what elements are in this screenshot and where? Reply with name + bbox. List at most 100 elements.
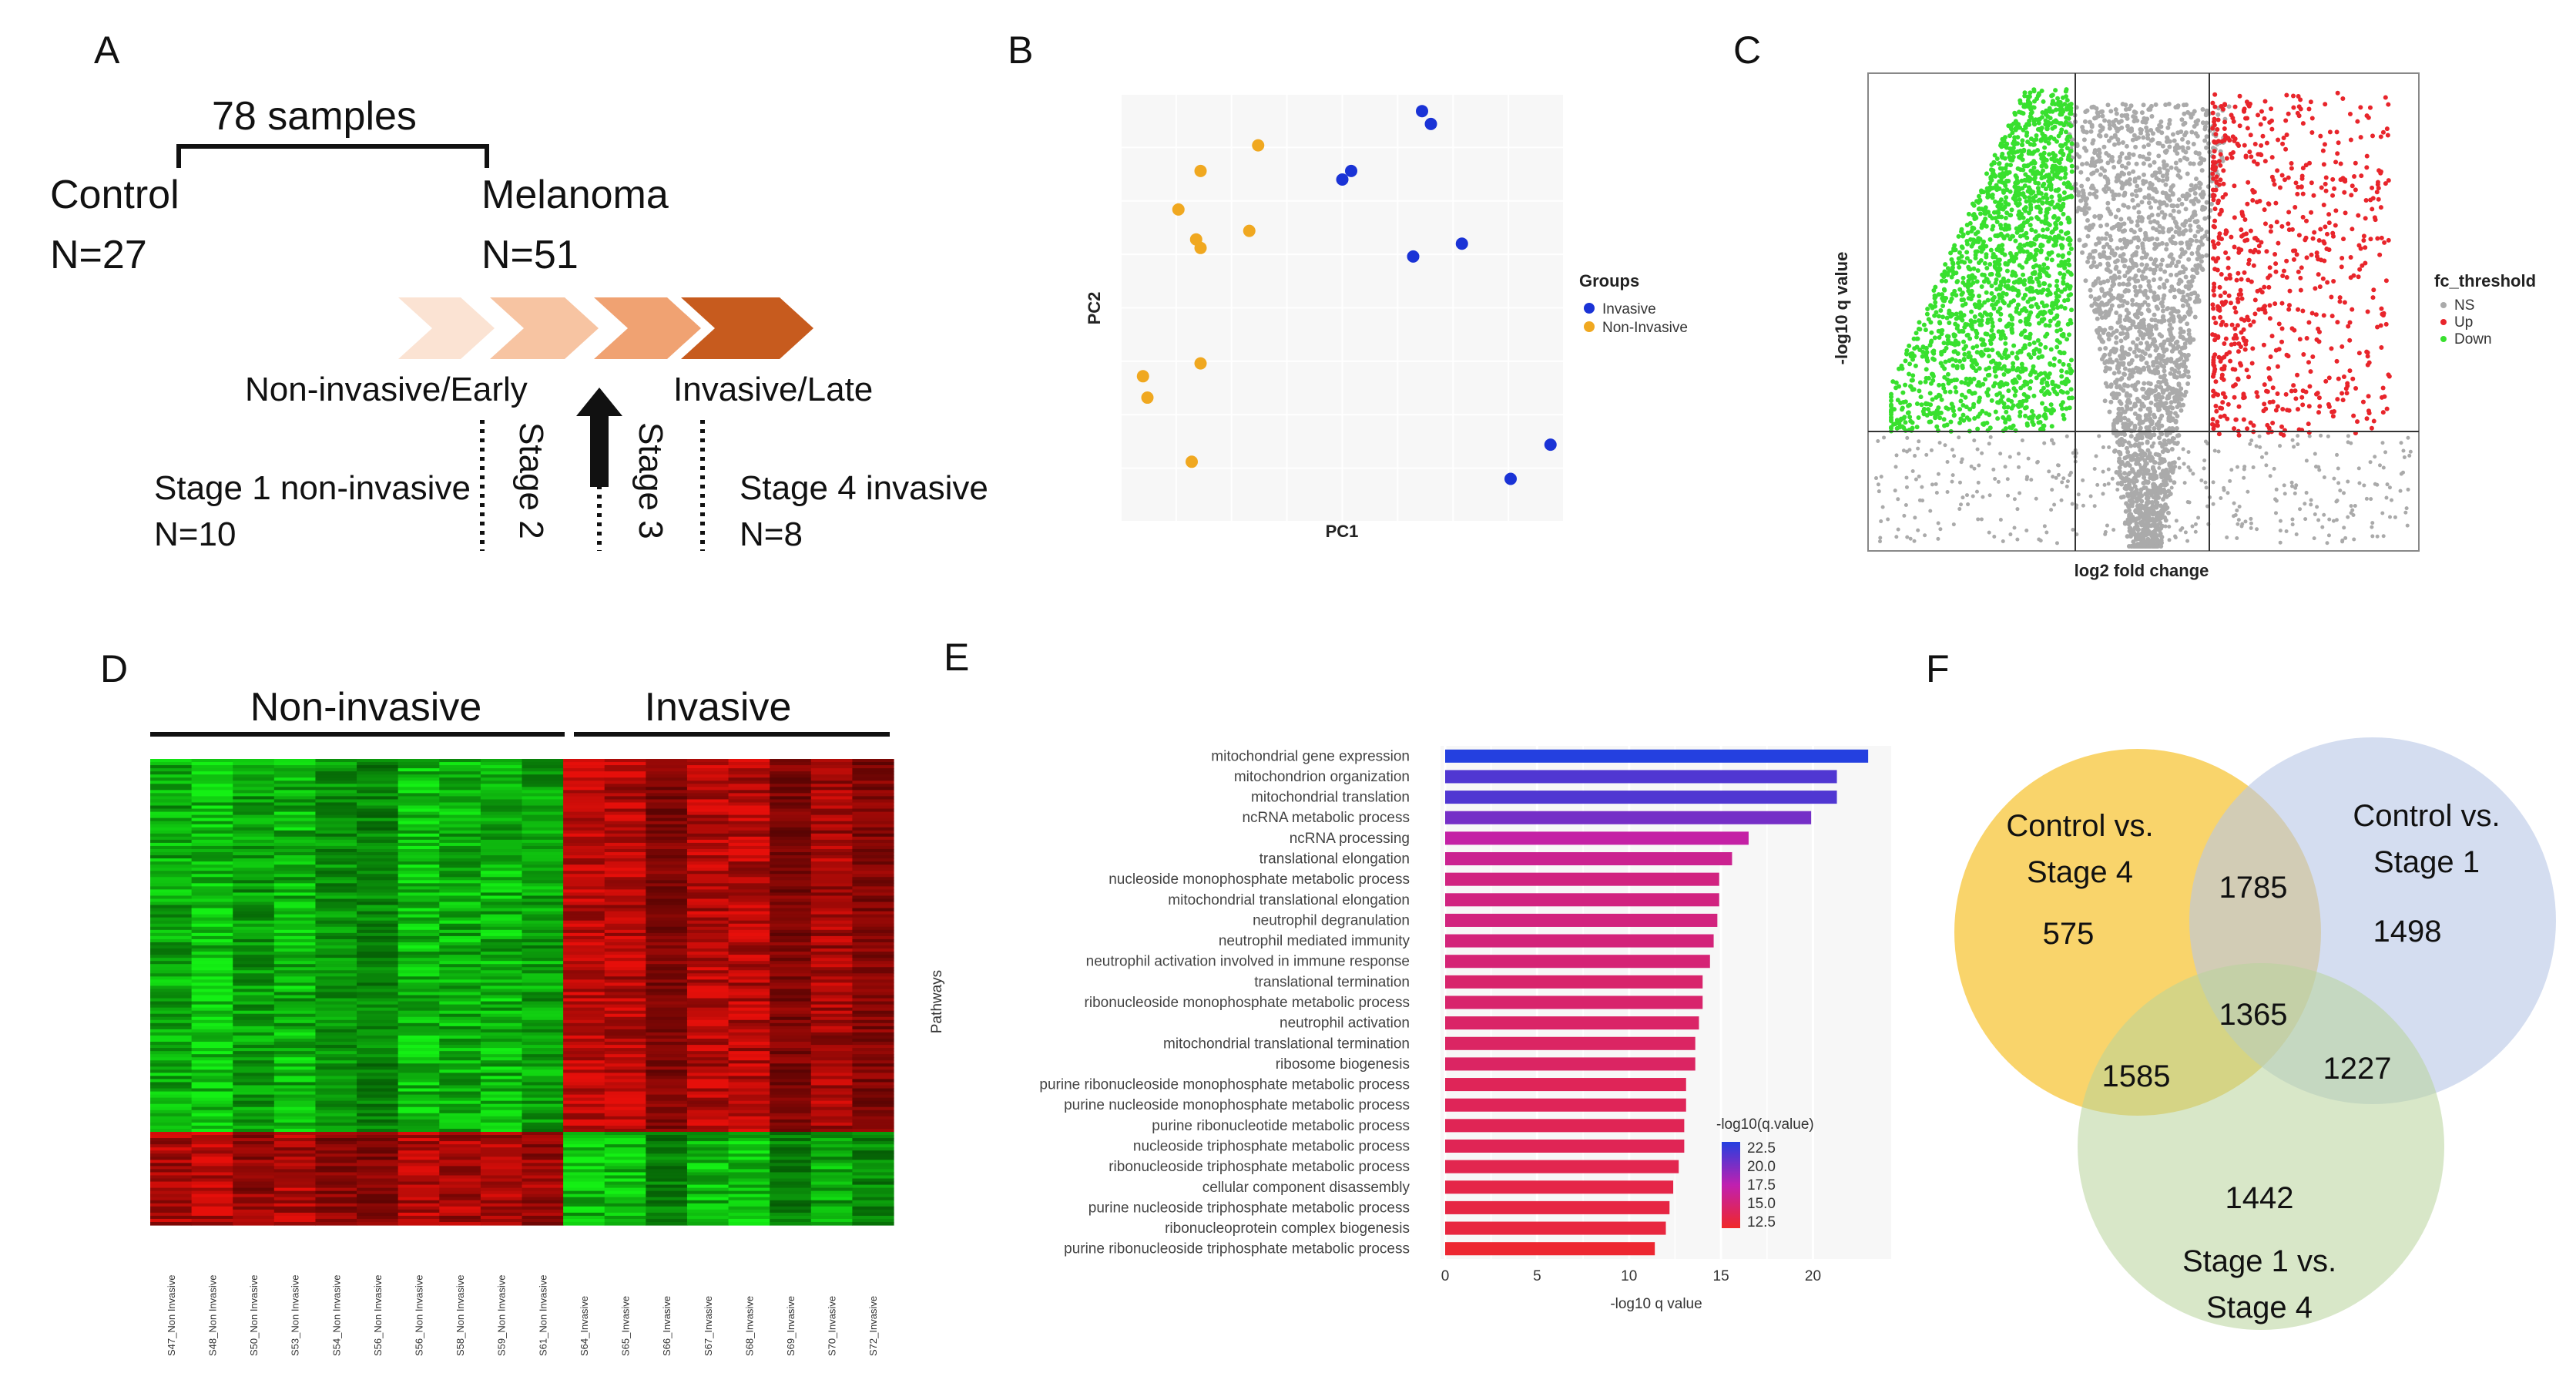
volcano-point-ns [2106, 153, 2111, 158]
volcano-point-ns [2125, 123, 2130, 129]
volcano-point-ns [2123, 106, 2128, 112]
volcano-point-ns [1877, 539, 1882, 544]
volcano-point-ns [2179, 136, 2185, 142]
volcano-point-ns [2159, 300, 2165, 305]
volcano-point-ns [2189, 183, 2194, 188]
volcano-point-ns [2158, 380, 2163, 385]
volcano-point-ns [2173, 340, 2179, 345]
volcano-point-ns [2142, 535, 2146, 540]
volcano-point-down [1964, 223, 1970, 228]
volcano-point-ns [2309, 502, 2313, 507]
volcano-point-ns [2121, 252, 2126, 257]
volcano-point-ns [1920, 499, 1925, 503]
volcano-point-up [2364, 416, 2370, 421]
volcano-point-ns [2141, 161, 2146, 166]
volcano-point-up [2282, 177, 2287, 183]
volcano-point-ns [2142, 512, 2146, 516]
volcano-point-up [2221, 168, 2226, 173]
volcano-point-down [2021, 220, 2027, 226]
volcano-point-down [2014, 230, 2020, 235]
volcano-point-down [2016, 245, 2021, 250]
volcano-point-ns [2121, 388, 2126, 393]
volcano-point-ns [2158, 374, 2163, 380]
volcano-point-up [2233, 310, 2239, 315]
volcano-point-ns [2174, 264, 2179, 269]
volcano-point-ns [2176, 381, 2182, 387]
volcano-point-ns [2151, 482, 2156, 487]
volcano-point-ns [2089, 124, 2095, 129]
volcano-point-ns [2142, 195, 2148, 200]
volcano-point-ns [2122, 264, 2127, 269]
volcano-point-ns [2101, 492, 2105, 496]
volcano-point-ns [1945, 460, 1950, 465]
volcano-point-down [1921, 322, 1927, 327]
volcano-point-ns [2163, 507, 2168, 512]
volcano-point-ns [1896, 497, 1900, 502]
volcano-point-ns [2122, 298, 2127, 304]
volcano-point-ns [2196, 244, 2202, 250]
volcano-point-ns [1894, 535, 1899, 539]
volcano-point-ns [2334, 499, 2339, 504]
volcano-point-up [2232, 183, 2237, 189]
volcano-point-down [1961, 357, 1967, 362]
volcano-point-ns [2184, 102, 2189, 108]
volcano-point-up [2252, 297, 2258, 303]
volcano-point-up [2335, 90, 2340, 96]
volcano-point-ns [2131, 319, 2136, 324]
volcano-point-ns [2175, 151, 2180, 156]
volcano-point-ns [2165, 337, 2171, 343]
volcano-point-up [2379, 306, 2384, 311]
panel-a: A 78 samples Control N=27 Melanoma N=51 … [50, 29, 988, 553]
volcano-point-ns [2200, 157, 2205, 163]
volcano-point-ns [2156, 319, 2162, 324]
volcano-point-up [2306, 421, 2311, 427]
volcano-point-down [2023, 125, 2028, 130]
volcano-point-ns [2222, 488, 2226, 492]
volcano-point-ns [2146, 143, 2152, 148]
volcano-point-ns [2142, 351, 2148, 356]
volcano-point-ns [2153, 257, 2158, 263]
volcano-point-ns [2111, 142, 2117, 147]
volcano-point-ns [2335, 452, 2340, 457]
volcano-point-down [1964, 256, 1970, 261]
volcano-point-ns [2278, 444, 2283, 448]
volcano-point-down [2010, 157, 2015, 163]
volcano-point-down [2028, 114, 2033, 119]
volcano-point-up [2331, 279, 2336, 284]
volcano-point-down [2037, 414, 2042, 419]
volcano-point-up [2337, 295, 2343, 300]
volcano-point-ns [2176, 226, 2182, 231]
volcano-point-ns [2156, 242, 2162, 247]
volcano-point-down [1945, 406, 1950, 411]
volcano-point-ns [2176, 209, 2182, 214]
volcano-point-ns [2178, 334, 2183, 340]
volcano-point-ns [2098, 172, 2103, 177]
volcano-point-ns [2107, 126, 2112, 131]
volcano-point-up [2277, 185, 2283, 190]
volcano-point-ns [2059, 498, 2064, 502]
volcano-point-ns [2183, 228, 2189, 233]
volcano-point-ns [1917, 474, 1921, 478]
volcano-point-ns [2115, 481, 2121, 486]
volcano-point-ns [1972, 438, 1977, 443]
volcano-point-ns [2158, 119, 2164, 125]
volcano-point-up [2231, 119, 2236, 124]
volcano-point-down [2043, 139, 2048, 144]
volcano-point-down [2005, 285, 2011, 290]
volcano-point-ns [2144, 515, 2149, 520]
volcano-point-ns [2200, 267, 2205, 273]
volcano-point-ns [2015, 537, 2020, 542]
volcano-point-ns [2189, 129, 2195, 135]
volcano-point-down [2054, 284, 2059, 289]
volcano-point-ns [2125, 461, 2130, 466]
volcano-point-ns [2088, 129, 2094, 134]
volcano-point-ns [2144, 252, 2149, 257]
volcano-point-down [2065, 297, 2071, 303]
volcano-point-down [2053, 88, 2058, 93]
volcano-point-up [2272, 251, 2278, 257]
volcano-point-up [2231, 336, 2236, 341]
volcano-point-ns [2122, 355, 2127, 361]
volcano-point-down [2068, 317, 2073, 323]
volcano-point-down [1899, 363, 1904, 368]
volcano-point-down [1963, 394, 1968, 400]
